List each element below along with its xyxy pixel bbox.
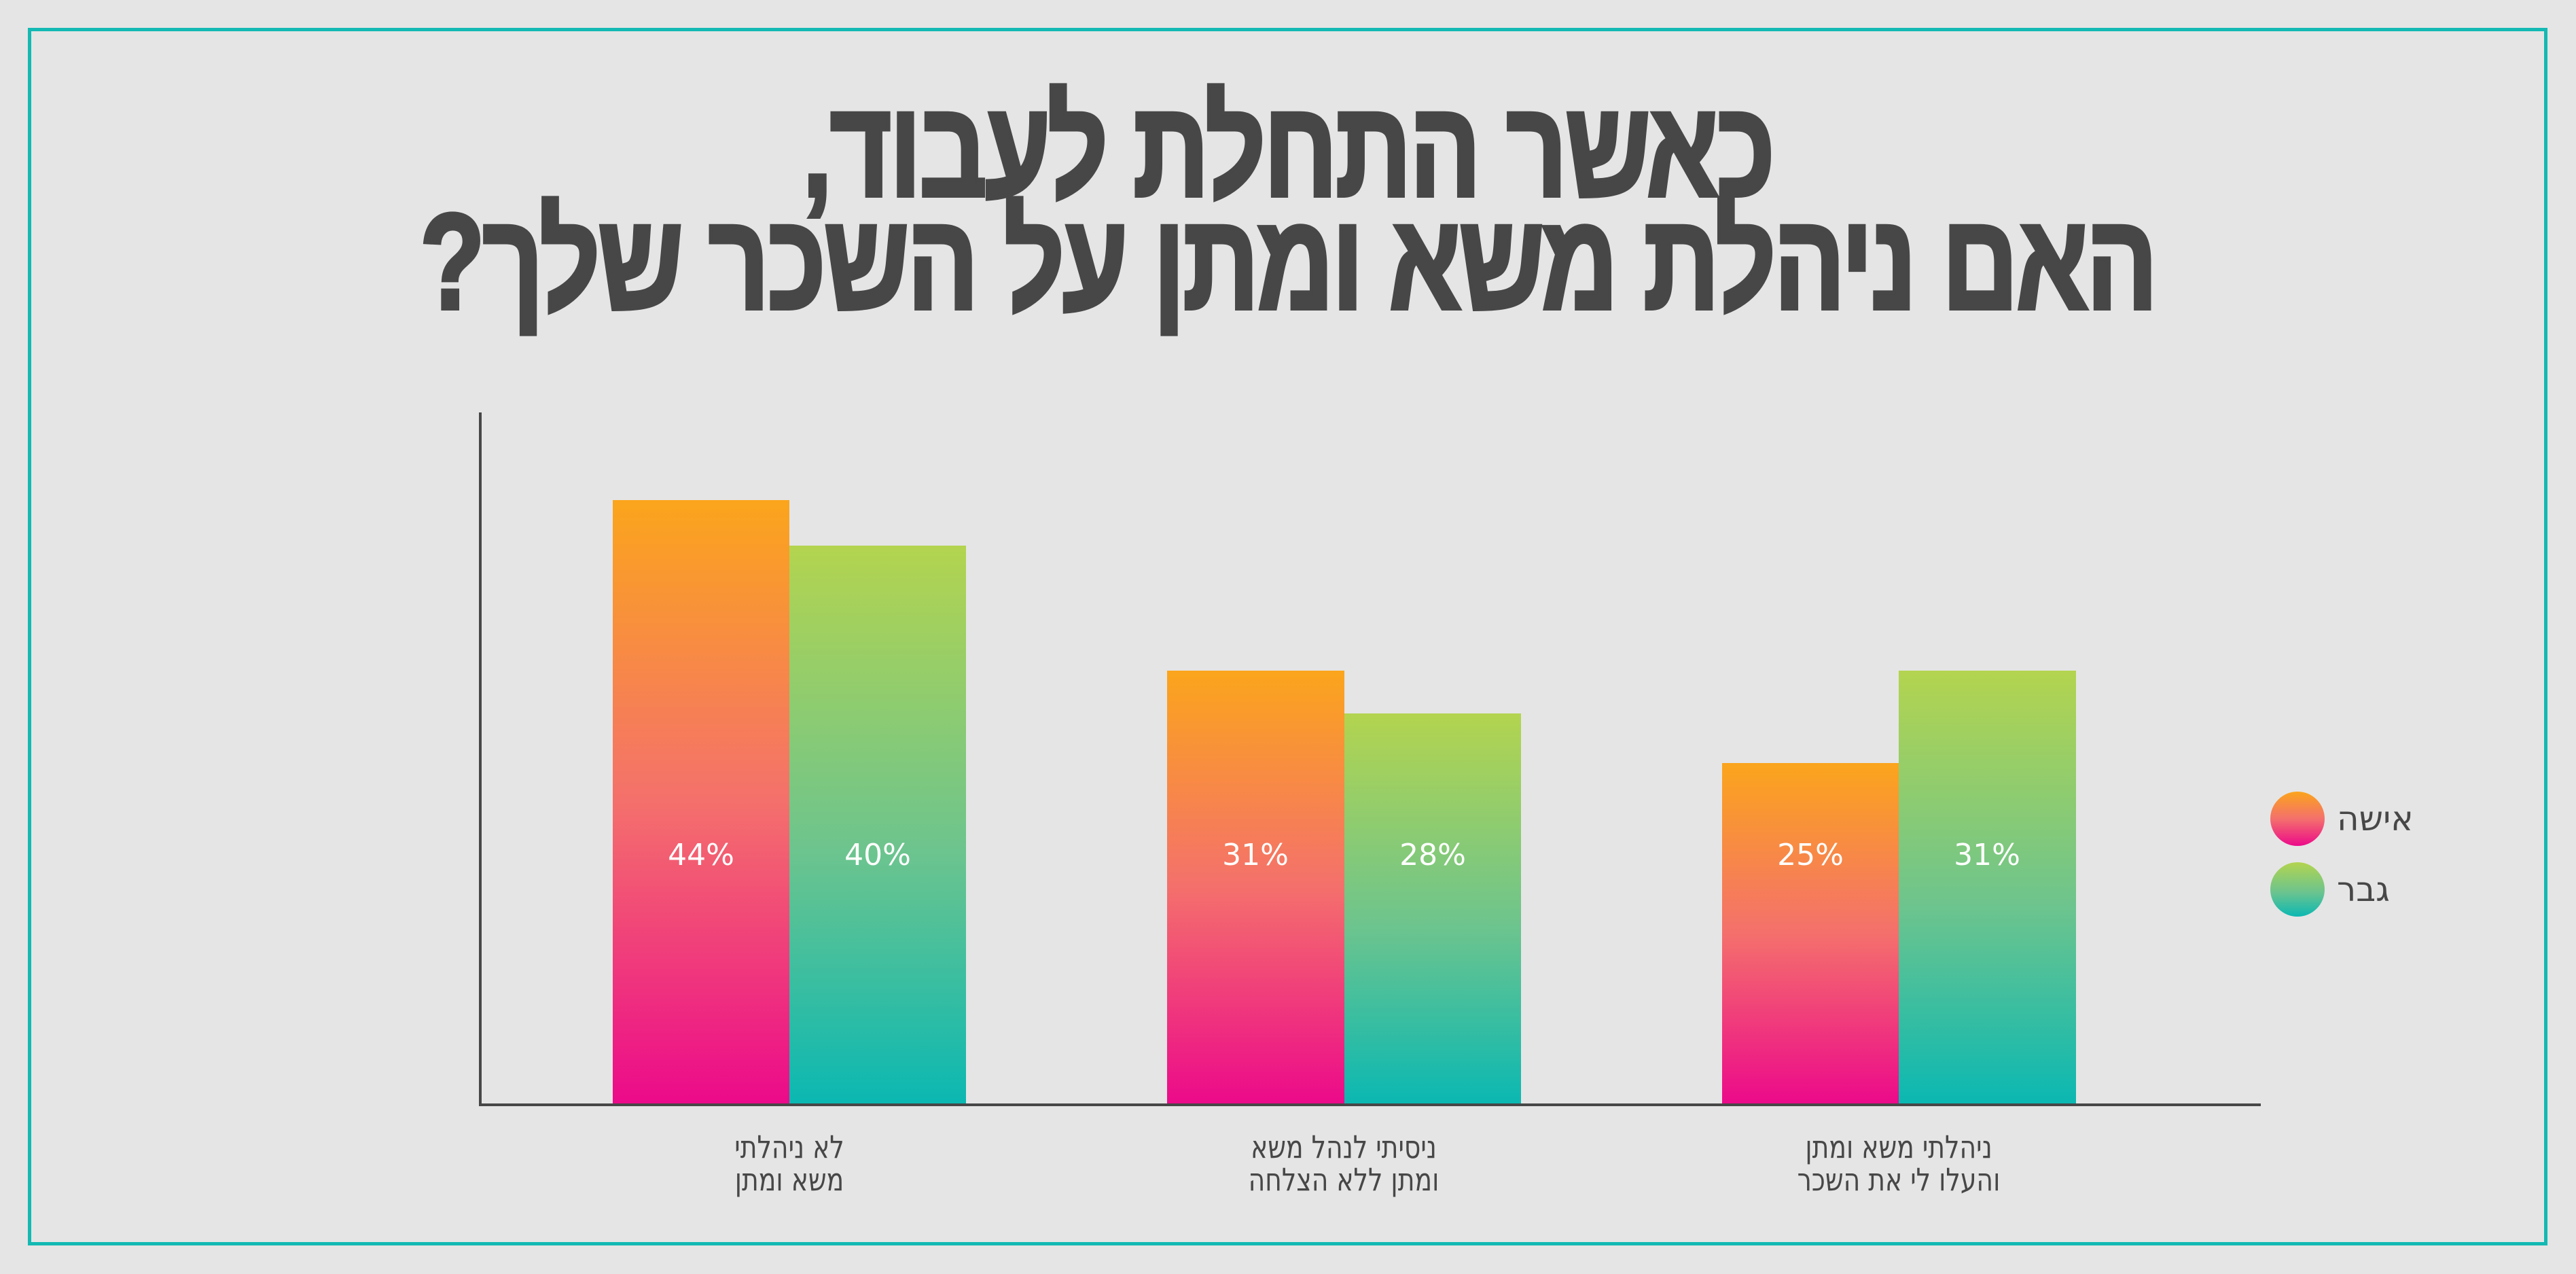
title-text-line-2: האם ניהלת משא ומתן על השכר שלך? [418,186,2160,338]
value-label-man-group-3: 31% [1954,838,2020,872]
category-label-2-line-2: ומתן ללא הצלחה [1248,1161,1439,1198]
category-label-1-line-1: לא ניהלתי [734,1129,844,1165]
value-label-man-group-1: 40% [844,838,911,872]
value-label-man-group-2: 28% [1399,838,1466,872]
chart-title-line-2: האם ניהלת משא ומתן על השכר שלך? [0,186,2576,338]
legend-swatch-woman-icon [2270,792,2325,846]
category-label-2: ניסיתי לנהל משא ומתן ללא הצלחה [1167,1131,1520,1196]
bar-woman-group-1 [613,500,789,1103]
bar-man-group-1 [789,546,966,1103]
category-label-3: ניהלתי משא ומתן והעלו לי את השכר [1722,1131,2075,1196]
category-label-1-line-2: משא ומתן [734,1161,844,1198]
chart-title-line-1: כאשר התחלת לעבוד, [0,73,2576,225]
category-label-2-line-1: ניסיתי לנהל משא [1251,1129,1437,1165]
value-label-woman-group-3: 25% [1777,838,1844,872]
legend-label-woman: אישה [2337,799,2414,838]
category-label-1: לא ניהלתי משא ומתן [613,1131,966,1196]
chart-frame [28,28,2547,1245]
y-axis [479,412,482,1106]
bar-woman-group-3 [1722,763,1899,1103]
legend-label-man: גבר [2337,870,2390,909]
title-text-line-1: כאשר התחלת לעבוד, [801,73,1776,225]
x-axis [479,1103,2261,1106]
bar-woman-group-2 [1167,671,1344,1103]
category-label-3-line-2: והעלו לי את השכר [1797,1161,2001,1198]
value-label-woman-group-2: 31% [1222,838,1289,872]
legend-swatch-man-icon [2270,862,2325,917]
category-label-3-line-1: ניהלתי משא ומתן [1805,1129,1992,1165]
bar-man-group-3 [1899,671,2076,1103]
value-label-woman-group-1: 44% [668,838,734,872]
bar-man-group-2 [1344,713,1521,1103]
